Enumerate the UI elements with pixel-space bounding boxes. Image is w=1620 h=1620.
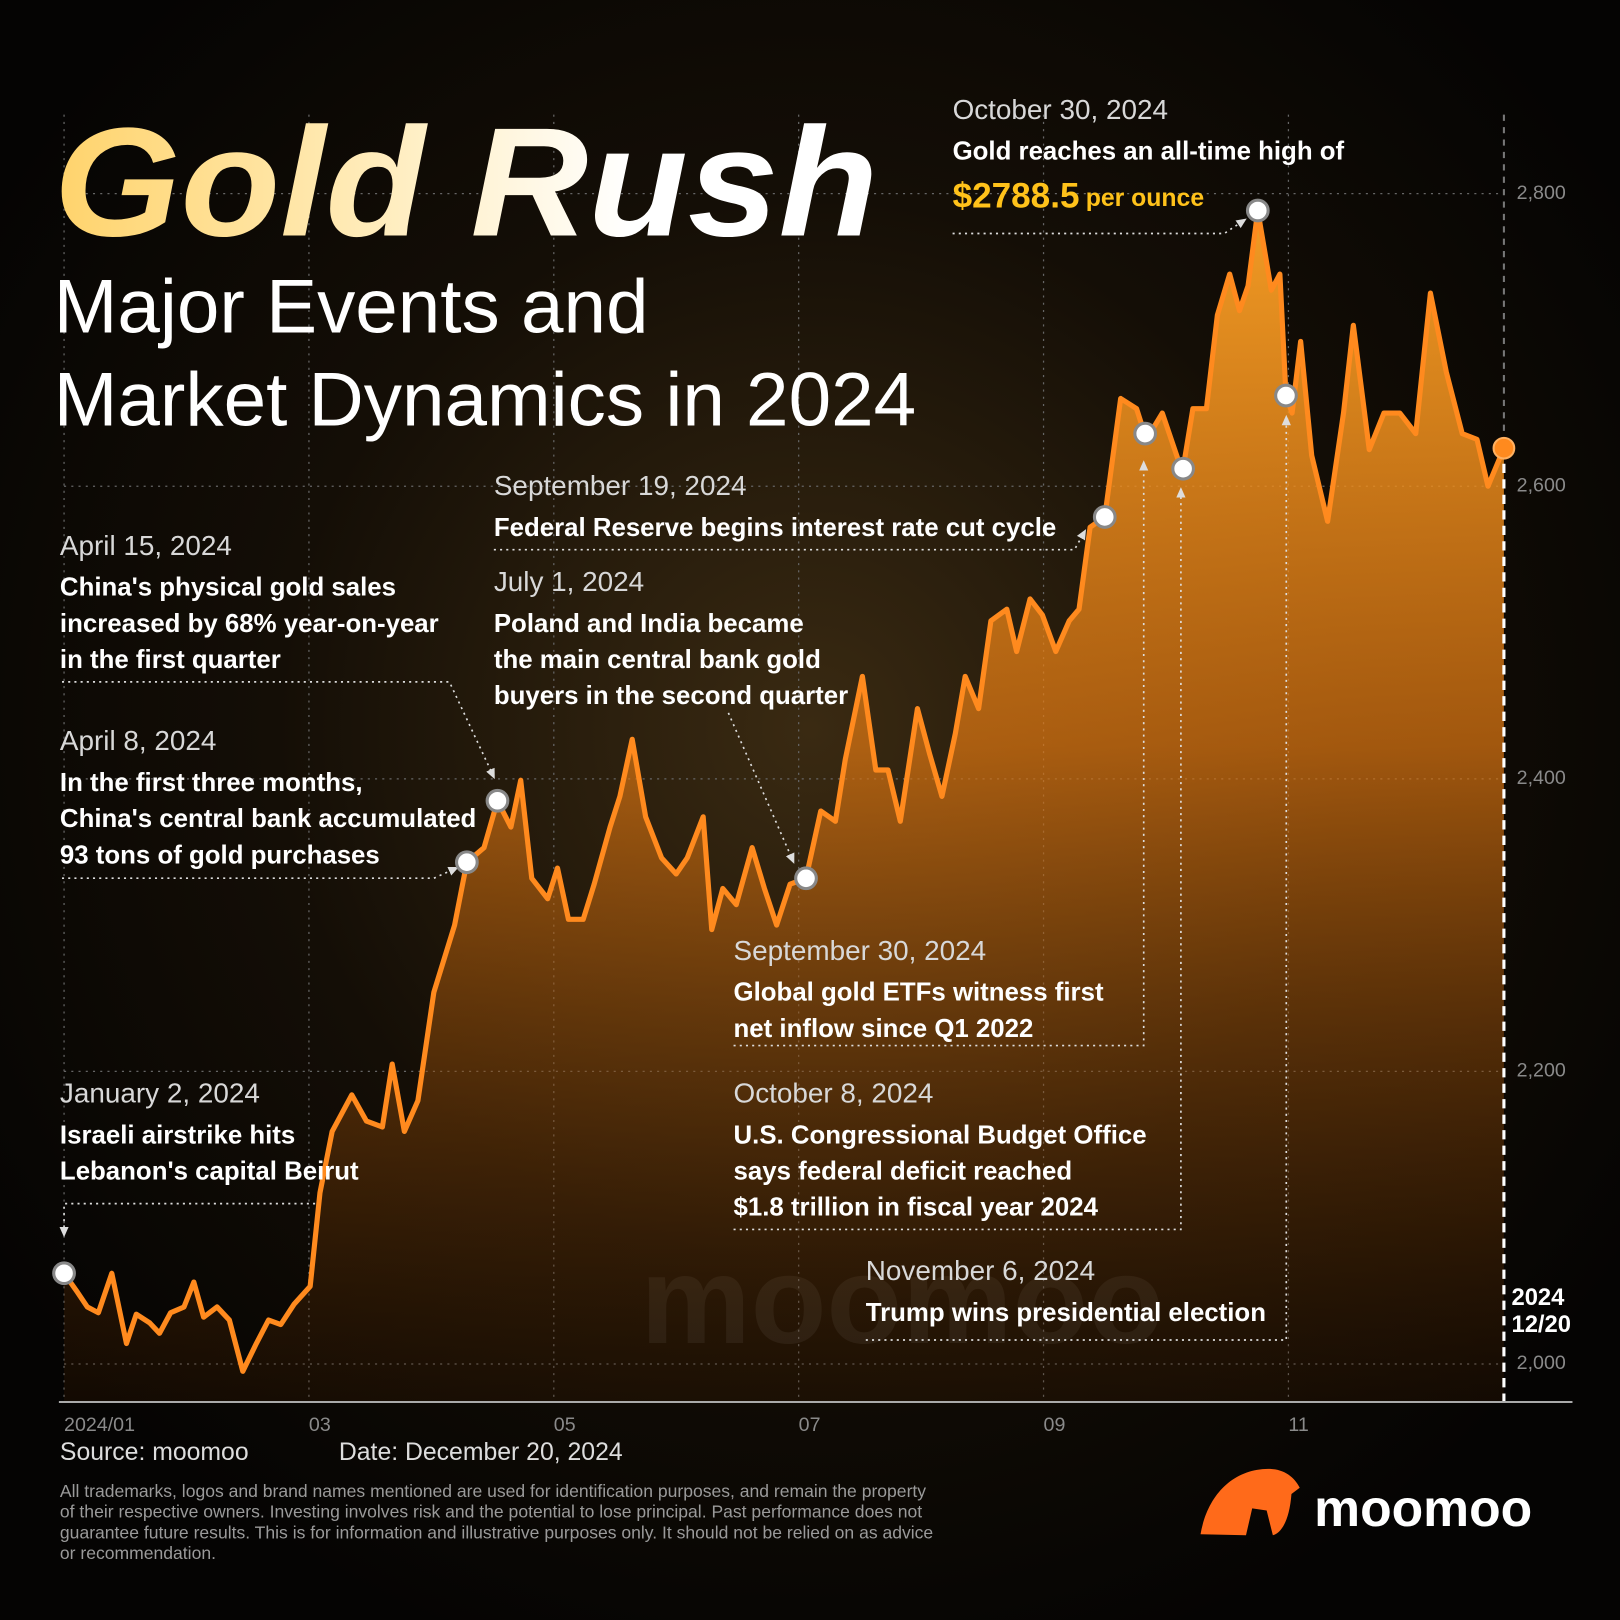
- event-point: [52, 1261, 76, 1286]
- x-tick-label: 11: [1288, 1414, 1308, 1436]
- title: Gold Rush: [54, 96, 878, 269]
- leader-line: [952, 218, 1247, 235]
- event-text: In the first three months,: [60, 769, 363, 797]
- event-point: [1092, 505, 1117, 529]
- disclaimer: guarantee future results. This is for in…: [60, 1522, 933, 1542]
- event-date: January 2, 2024: [60, 1078, 260, 1109]
- event-text: increased by 68% year-on-year: [60, 610, 439, 638]
- event-text: net inflow since Q1 2022: [734, 1015, 1034, 1043]
- disclaimer: or recommendation.: [60, 1543, 216, 1563]
- leader-line: [733, 460, 1149, 1047]
- event-date: November 6, 2024: [866, 1255, 1095, 1286]
- disclaimer: of their respective owners. Investing in…: [60, 1502, 922, 1522]
- event-point: [454, 850, 479, 875]
- event-point: [485, 788, 510, 813]
- event-text: Israeli airstrike hits: [60, 1121, 295, 1149]
- event-text: Global gold ETFs witness first: [734, 979, 1104, 1007]
- end-label: 12/20: [1512, 1311, 1571, 1338]
- x-tick-label: 07: [799, 1414, 821, 1436]
- event-text: Gold reaches an all-time high of: [953, 138, 1345, 166]
- disclaimer: All trademarks, logos and brand names me…: [60, 1481, 926, 1501]
- y-tick-label: 2,600: [1517, 474, 1566, 496]
- x-tick-label: 03: [309, 1414, 331, 1436]
- event-point: [1245, 198, 1270, 223]
- line: [61, 207, 1507, 1374]
- logo-icon: [1200, 1468, 1300, 1536]
- event-date: April 15, 2024: [60, 530, 232, 561]
- event-date: October 30, 2024: [953, 94, 1168, 125]
- event-text: Trump wins presidential election: [866, 1299, 1266, 1327]
- event-text: China's physical gold sales: [60, 574, 396, 602]
- y-tick-label: 2,400: [1517, 767, 1566, 789]
- event-text: 93 tons of gold purchases: [60, 841, 380, 869]
- end-label: 2024: [1512, 1284, 1566, 1311]
- leader-line: [733, 487, 1186, 1231]
- event-value: $2788.5: [953, 177, 1080, 216]
- subtitle: Major Events and: [54, 265, 649, 350]
- x-tick-label: 05: [554, 1414, 576, 1436]
- x-tick-label: 2024/01: [64, 1414, 135, 1436]
- event-value-suffix: per ounce: [1086, 185, 1204, 212]
- event-date: October 8, 2024: [734, 1078, 934, 1109]
- plot: moomoo: [61, 114, 1507, 1403]
- event-text: China's central bank accumulated: [60, 805, 476, 833]
- end-point: [1492, 436, 1516, 460]
- y-tick-label: 2,800: [1517, 182, 1566, 204]
- leader-line: [493, 529, 1087, 551]
- leader-line: [61, 866, 459, 880]
- event-point: [1171, 456, 1196, 481]
- event-date: April 8, 2024: [60, 725, 217, 756]
- event-text: in the first quarter: [60, 646, 281, 674]
- event-text: $1.8 trillion in fiscal year 2024: [734, 1194, 1099, 1222]
- logo-text: moomoo: [1314, 1479, 1532, 1537]
- x-tick-label: 09: [1044, 1414, 1066, 1436]
- event-text: says federal deficit reached: [734, 1157, 1073, 1185]
- event-text: U.S. Congressional Budget Office: [734, 1121, 1147, 1149]
- event-text: Poland and India became: [494, 610, 804, 638]
- event-text: buyers in the second quarter: [494, 682, 848, 710]
- event-point: [1274, 383, 1298, 408]
- subtitle: Market Dynamics in 2024: [54, 358, 916, 443]
- source: Source: moomoo: [60, 1439, 249, 1466]
- event-text: Lebanon's capital Beirut: [60, 1157, 359, 1185]
- event-date: September 30, 2024: [734, 935, 987, 966]
- event-text: Federal Reserve begins interest rate cut…: [494, 514, 1056, 542]
- y-tick-label: 2,000: [1517, 1352, 1566, 1374]
- leader-line: [727, 712, 795, 864]
- y-tick-label: 2,200: [1517, 1060, 1566, 1082]
- event-date: July 1, 2024: [494, 566, 644, 597]
- event-date: September 19, 2024: [494, 470, 747, 501]
- area: [64, 210, 1504, 1403]
- event-point: [794, 866, 818, 891]
- event-text: the main central bank gold: [494, 646, 821, 674]
- date: Date: December 20, 2024: [339, 1439, 623, 1466]
- event-point: [1133, 421, 1158, 446]
